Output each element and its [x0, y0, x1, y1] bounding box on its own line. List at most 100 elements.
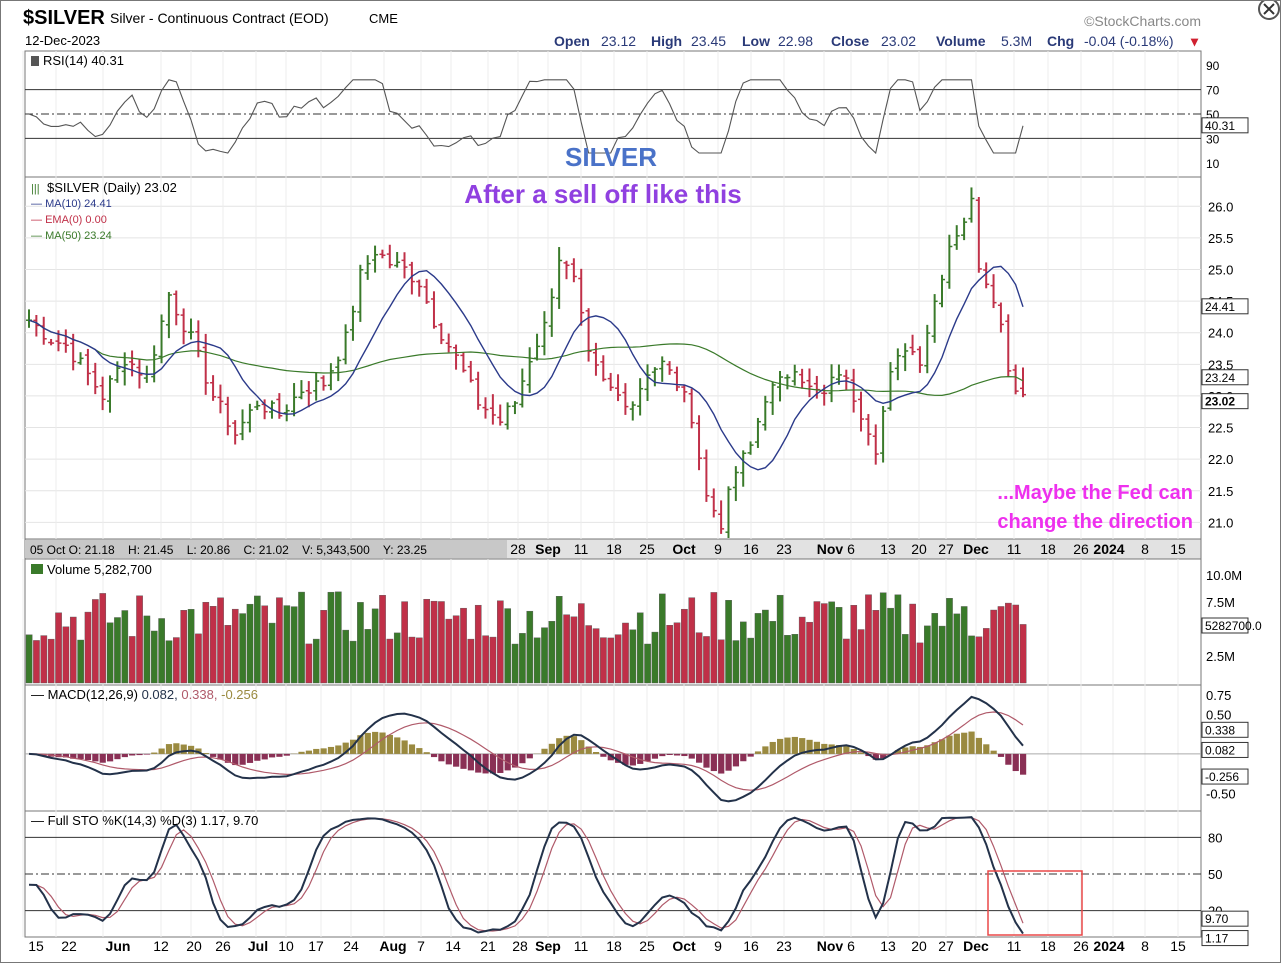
- volume-bar: [600, 638, 606, 683]
- macd-hist-bar: [674, 754, 680, 756]
- ma10-legend-text: MA(10) 24.41: [45, 198, 112, 210]
- x-tick-mid: 25: [639, 541, 655, 557]
- x-tick-bottom: 6: [847, 938, 855, 954]
- volume-bar: [718, 640, 724, 683]
- volume-bar: [740, 622, 746, 683]
- volume-bar: [203, 602, 209, 683]
- rsi-badge: 40.31: [1205, 119, 1235, 133]
- symbol-title: $SILVER: [23, 7, 105, 29]
- x-tick-mid: 2024: [1093, 541, 1124, 557]
- chg-value: -0.04 (-0.18%): [1084, 33, 1173, 49]
- macd-hist-bar: [240, 754, 246, 765]
- x-tick-bottom: Nov: [817, 938, 844, 954]
- volume-tick-label: 10.0M: [1206, 568, 1242, 583]
- macd-hist-bar: [151, 753, 157, 754]
- low-label: Low: [742, 33, 770, 49]
- volume-bar: [541, 628, 547, 683]
- volume-bar: [512, 644, 518, 683]
- macd-hist-bar: [858, 753, 864, 754]
- macd-legend-line: — MACD(12,26,9) 0.082, 0.338, -0.256: [31, 687, 258, 702]
- volume-bar: [254, 596, 260, 683]
- volume-bar: [181, 610, 187, 683]
- volume-bar: [586, 625, 592, 683]
- volume-bar: [976, 637, 982, 683]
- volume-bar: [335, 592, 341, 683]
- volume-bar: [961, 606, 967, 683]
- macd-legend-hist: -0.256: [221, 687, 258, 702]
- x-tick-mid: 27: [938, 541, 954, 557]
- ma50-legend-text: MA(50) 23.24: [45, 230, 112, 242]
- macd-hist-bar: [689, 754, 695, 759]
- ema-legend-text: EMA(0) 0.00: [45, 214, 107, 226]
- x-tick-bottom: 26: [1073, 938, 1089, 954]
- x-tick-bottom: 18: [606, 938, 622, 954]
- volume-bar: [667, 625, 673, 683]
- x-tick-bottom: 17: [308, 938, 324, 954]
- volume-bar: [770, 621, 776, 683]
- macd-hist-bar: [748, 754, 754, 757]
- macd-hist-bar: [78, 754, 84, 759]
- volume-bar: [696, 633, 702, 683]
- close-label: Close: [831, 33, 869, 49]
- ma10-badge: 24.41: [1205, 300, 1235, 314]
- y-axis-layer: 907050301026.025.525.024.524.023.523.022…: [1202, 59, 1262, 945]
- volume-bar: [468, 639, 474, 683]
- volume-bar: [1013, 605, 1019, 683]
- macd-hist-bar: [107, 754, 113, 761]
- macd-hist-bar: [991, 751, 997, 754]
- macd-hist-bar: [387, 735, 393, 754]
- volume-bar: [652, 632, 658, 683]
- volume-bar: [615, 635, 621, 683]
- x-tick-bottom: Dec: [963, 938, 989, 954]
- volume-value: 5.3M: [1001, 33, 1032, 49]
- macd-hist-bar: [394, 737, 400, 753]
- volume-bar: [85, 612, 91, 683]
- volume-bar: [505, 609, 511, 683]
- volume-bar: [924, 626, 930, 683]
- x-tick-bottom: 2024: [1093, 938, 1124, 954]
- volume-bar: [814, 602, 820, 683]
- x-tick-mid: Oct: [672, 541, 696, 557]
- macd-hist-bar: [740, 754, 746, 761]
- volume-bar: [144, 616, 150, 683]
- x-tick-mid: 23: [776, 541, 792, 557]
- x-tick-bottom: 26: [215, 938, 231, 954]
- macd-hist-bar: [402, 740, 408, 753]
- macd-signal-badge: 0.338: [1205, 723, 1235, 737]
- sto-d-badge: 9.70: [1205, 912, 1229, 926]
- volume-bar: [409, 637, 415, 683]
- volume-bar: [262, 606, 268, 683]
- volume-bar: [954, 614, 960, 683]
- sto-tick-label: 50: [1208, 867, 1222, 882]
- volume-legend: Volume 5,282,700: [31, 562, 152, 577]
- macd-hist-bar: [92, 754, 98, 761]
- volume-bar: [1020, 624, 1026, 683]
- volume-bar: [880, 593, 886, 683]
- macd-hist-bar: [1005, 754, 1011, 765]
- macd-badge: 0.082: [1205, 743, 1235, 757]
- price-legend-main: $SILVER (Daily) 23.02: [47, 180, 177, 195]
- ma50-line: [29, 320, 1023, 395]
- annotation-selloff: After a sell off like this: [464, 179, 741, 209]
- volume-bar: [873, 610, 879, 683]
- close-icon[interactable]: [1259, 1, 1279, 19]
- volume-bar: [865, 595, 871, 683]
- x-tick-bottom: Oct: [672, 938, 696, 954]
- macd-hist-bar: [114, 754, 120, 759]
- macd-hist-bar: [262, 754, 268, 760]
- ma10-legend: — MA(10) 24.41: [31, 198, 112, 210]
- macd-hist-bar: [519, 754, 525, 763]
- volume-bar: [151, 631, 157, 683]
- macd-hist-bar: [276, 754, 282, 757]
- high-value: 23.45: [691, 33, 726, 49]
- macd-tick-label: 0.75: [1206, 688, 1231, 703]
- chart-date: 12-Dec-2023: [25, 33, 100, 48]
- low-value: 22.98: [778, 33, 813, 49]
- volume-bar: [217, 598, 223, 683]
- volume-bar: [41, 636, 47, 683]
- volume-bar: [129, 636, 135, 683]
- macd-hist-bar: [409, 744, 415, 753]
- rsi-line: [29, 80, 1023, 153]
- annotation-fed-1: ...Maybe the Fed can: [997, 482, 1193, 504]
- x-tick-mid: Sep: [535, 541, 561, 557]
